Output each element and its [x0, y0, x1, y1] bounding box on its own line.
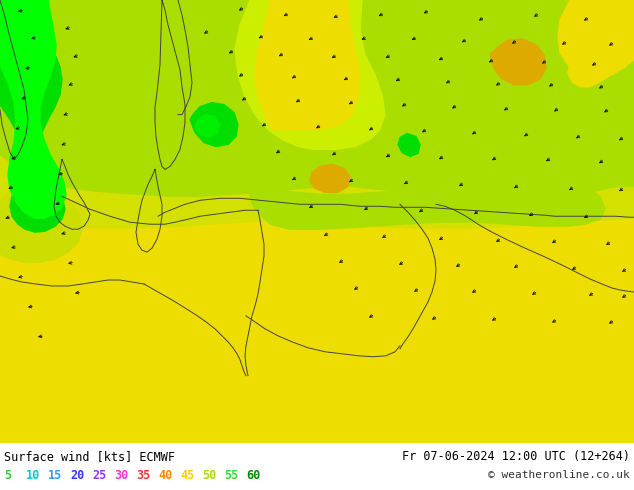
- Text: 40: 40: [158, 469, 172, 482]
- Polygon shape: [398, 134, 420, 156]
- Text: 60: 60: [246, 469, 260, 482]
- Text: 35: 35: [136, 469, 150, 482]
- Text: 25: 25: [92, 469, 107, 482]
- Text: Fr 07-06-2024 12:00 UTC (12+264): Fr 07-06-2024 12:00 UTC (12+264): [402, 450, 630, 463]
- Polygon shape: [0, 219, 634, 443]
- Polygon shape: [255, 0, 360, 129]
- Polygon shape: [250, 176, 605, 229]
- Text: 20: 20: [70, 469, 84, 482]
- Polygon shape: [0, 0, 634, 196]
- Text: Surface wind [kts] ECMWF: Surface wind [kts] ECMWF: [4, 450, 175, 463]
- Polygon shape: [195, 115, 220, 138]
- Text: 45: 45: [180, 469, 194, 482]
- Polygon shape: [0, 0, 66, 218]
- Polygon shape: [235, 0, 385, 149]
- Polygon shape: [155, 0, 634, 186]
- Polygon shape: [310, 165, 350, 193]
- Text: 30: 30: [114, 469, 128, 482]
- Polygon shape: [190, 102, 238, 147]
- Polygon shape: [520, 135, 634, 195]
- Polygon shape: [490, 39, 546, 85]
- Text: 15: 15: [48, 469, 62, 482]
- Text: © weatheronline.co.uk: © weatheronline.co.uk: [488, 470, 630, 480]
- Text: 10: 10: [26, 469, 40, 482]
- Polygon shape: [568, 0, 634, 87]
- Polygon shape: [0, 0, 65, 232]
- Polygon shape: [558, 0, 634, 77]
- Polygon shape: [0, 186, 82, 262]
- Text: 5: 5: [4, 469, 11, 482]
- Text: 55: 55: [224, 469, 238, 482]
- Text: 50: 50: [202, 469, 216, 482]
